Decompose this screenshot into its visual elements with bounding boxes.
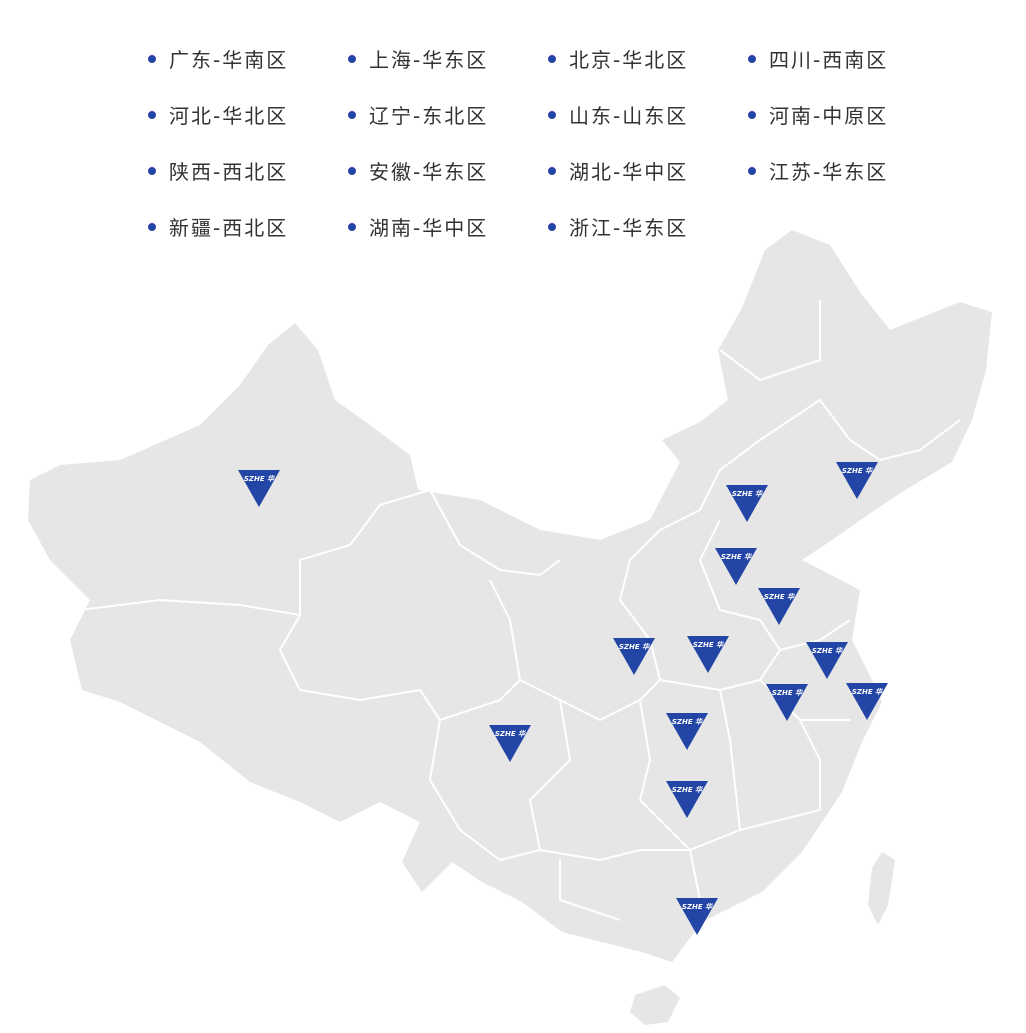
legend-item: 湖北-华中区	[546, 156, 746, 185]
szhe-logo: SZHE 华	[772, 688, 803, 697]
hainan	[630, 985, 680, 1025]
legend-item: 北京-华北区	[546, 44, 746, 73]
marker-triangle-icon	[687, 636, 729, 673]
marker-triangle-icon	[715, 548, 757, 585]
legend-item: 江苏-华东区	[746, 156, 946, 185]
legend-item: 山东-山东区	[546, 100, 746, 129]
marker-triangle-icon	[613, 638, 655, 675]
szhe-logo: SZHE 华	[244, 474, 275, 483]
legend-item: 安徽-华东区	[346, 156, 546, 185]
china-mainland	[28, 230, 992, 962]
szhe-logo: SZHE 华	[619, 642, 650, 651]
office-marker[interactable]: SZHE 华	[666, 713, 708, 750]
bullet-dot-icon	[148, 222, 156, 231]
legend-item: 陕西-西北区	[146, 156, 346, 185]
marker-triangle-icon	[238, 470, 280, 507]
marker-triangle-icon	[666, 781, 708, 818]
szhe-logo: SZHE 华	[721, 552, 752, 561]
marker-triangle-icon	[806, 642, 848, 679]
bullet-dot-icon	[148, 166, 156, 175]
szhe-logo: SZHE 华	[672, 785, 703, 794]
office-marker[interactable]: SZHE 华	[766, 684, 808, 721]
office-marker[interactable]: SZHE 华	[846, 683, 888, 720]
taiwan	[868, 852, 895, 925]
szhe-logo: SZHE 华	[842, 466, 873, 475]
marker-triangle-icon	[489, 725, 531, 762]
legend-label: 陕西-西北区	[169, 160, 289, 184]
legend-item: 浙江-华东区	[546, 212, 746, 241]
province-borders	[79, 300, 961, 921]
marker-triangle-icon	[758, 588, 800, 625]
bullet-dot-icon	[748, 54, 756, 63]
bullet-dot-icon	[348, 110, 356, 119]
legend-label: 湖北-华中区	[569, 160, 689, 184]
region-legend: 广东-华南区 上海-华东区 北京-华北区 四川-西南区河北-华北区 辽宁-东北区 山东-山…	[146, 44, 966, 241]
legend-item: 河南-中原区	[746, 100, 946, 129]
szhe-logo: SZHE 华	[732, 489, 763, 498]
office-marker[interactable]: SZHE 华	[758, 588, 800, 625]
office-marker[interactable]: SZHE 华	[676, 898, 718, 935]
bullet-dot-icon	[548, 166, 556, 175]
legend-item: 四川-西南区	[746, 44, 946, 73]
office-marker[interactable]: SZHE 华	[836, 462, 878, 499]
szhe-logo: SZHE 华	[672, 717, 703, 726]
marker-triangle-icon	[846, 683, 888, 720]
bullet-dot-icon	[548, 222, 556, 231]
office-marker[interactable]: SZHE 华	[806, 642, 848, 679]
bullet-dot-icon	[748, 110, 756, 119]
marker-triangle-icon	[666, 713, 708, 750]
legend-item: 广东-华南区	[146, 44, 346, 73]
legend-label: 广东-华南区	[169, 48, 289, 72]
legend-label: 江苏-华东区	[769, 160, 889, 184]
legend-item: 湖南-华中区	[346, 212, 546, 241]
legend-label: 辽宁-东北区	[369, 104, 489, 128]
legend-label: 山东-山东区	[569, 104, 689, 128]
bullet-dot-icon	[148, 54, 156, 63]
legend-label: 四川-西南区	[769, 48, 889, 72]
office-marker[interactable]: SZHE 华	[715, 548, 757, 585]
office-marker[interactable]: SZHE 华	[666, 781, 708, 818]
bullet-dot-icon	[348, 54, 356, 63]
marker-triangle-icon	[766, 684, 808, 721]
bullet-dot-icon	[348, 166, 356, 175]
legend-label: 河北-华北区	[169, 104, 289, 128]
legend-label: 上海-华东区	[369, 48, 489, 72]
szhe-logo: SZHE 华	[495, 729, 526, 738]
legend-label: 新疆-西北区	[169, 216, 289, 240]
legend-label: 河南-中原区	[769, 104, 889, 128]
legend-item: 新疆-西北区	[146, 212, 346, 241]
legend-item: 上海-华东区	[346, 44, 546, 73]
bullet-dot-icon	[748, 166, 756, 175]
legend-label: 北京-华北区	[569, 48, 689, 72]
office-marker[interactable]: SZHE 华	[238, 470, 280, 507]
legend-item: 河北-华北区	[146, 100, 346, 129]
office-marker[interactable]: SZHE 华	[687, 636, 729, 673]
bullet-dot-icon	[348, 222, 356, 231]
office-marker[interactable]: SZHE 华	[726, 485, 768, 522]
marker-triangle-icon	[676, 898, 718, 935]
legend-label: 浙江-华东区	[569, 216, 689, 240]
office-marker[interactable]: SZHE 华	[489, 725, 531, 762]
legend-item: 辽宁-东北区	[346, 100, 546, 129]
marker-triangle-icon	[726, 485, 768, 522]
legend-label: 安徽-华东区	[369, 160, 489, 184]
szhe-logo: SZHE 华	[812, 646, 843, 655]
office-markers: SZHE 华 SZHE 华 SZHE 华 SZHE 华 SZHE 华 SZHE 华 SZHE…	[238, 462, 888, 935]
office-marker[interactable]: SZHE 华	[613, 638, 655, 675]
szhe-logo: SZHE 华	[682, 902, 713, 911]
bullet-dot-icon	[548, 54, 556, 63]
szhe-logo: SZHE 华	[693, 640, 724, 649]
legend-label: 湖南-华中区	[369, 216, 489, 240]
szhe-logo: SZHE 华	[764, 592, 795, 601]
bullet-dot-icon	[148, 110, 156, 119]
szhe-logo: SZHE 华	[852, 687, 883, 696]
bullet-dot-icon	[548, 110, 556, 119]
marker-triangle-icon	[836, 462, 878, 499]
